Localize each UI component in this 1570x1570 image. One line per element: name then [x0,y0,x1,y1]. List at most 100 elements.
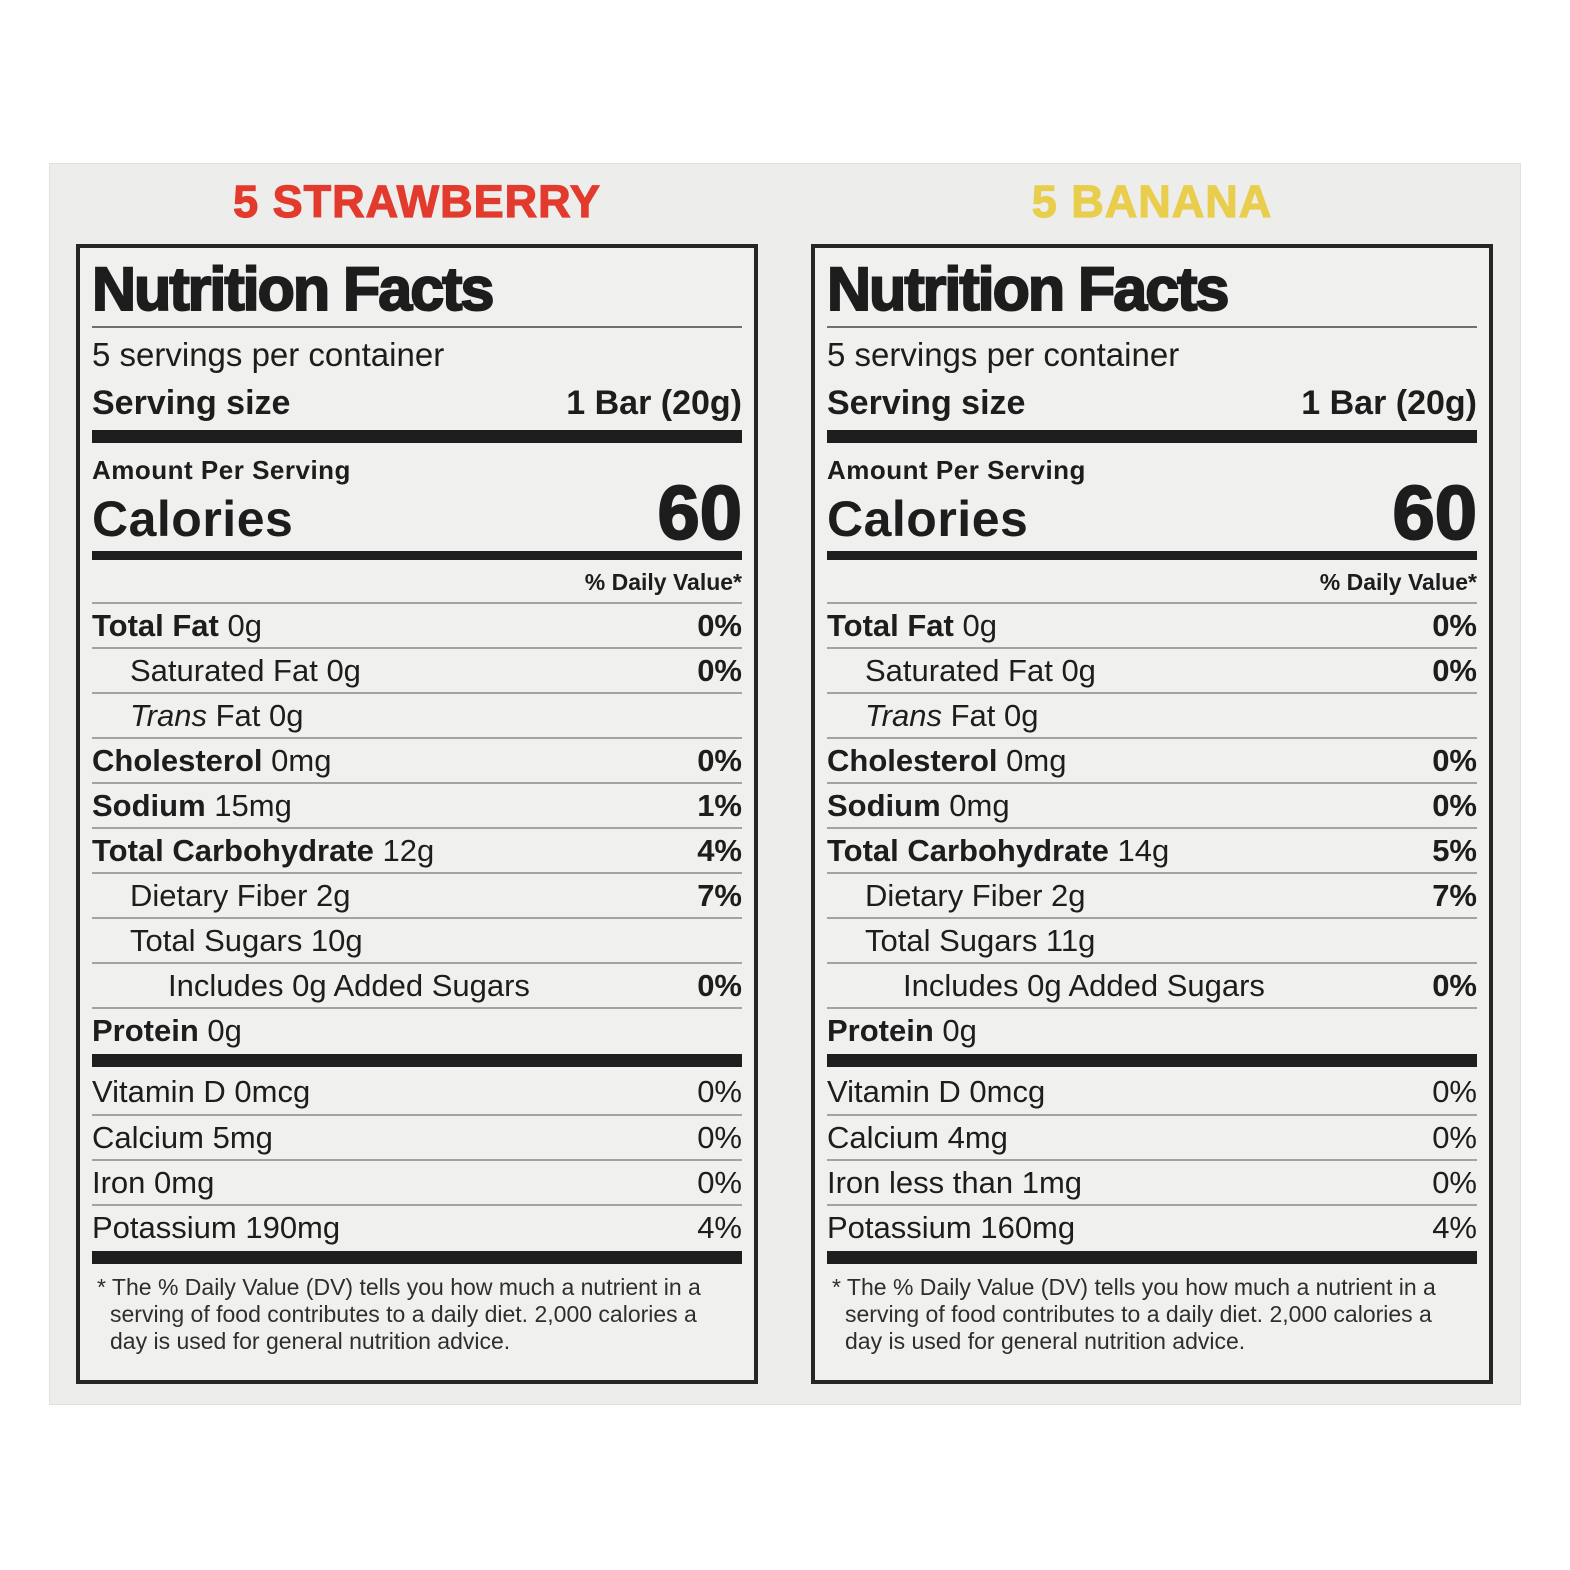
divider-bar [92,1054,742,1067]
nutrient-name: Cholesterol [92,742,263,778]
vitamin-name: Potassium 190mg [92,1209,341,1245]
nutrient-name: Total Sugars 11g [865,922,1096,958]
vitamin-dv: 0% [697,1164,742,1200]
nutrient-row-added-sugars: Includes 0g Added Sugars 0% [92,962,742,1007]
nutrient-name: Total Fat [827,607,954,643]
nutrition-panel-card: 5 STRAWBERRY 5 BANANA Nutrition Facts 5 … [49,163,1521,1405]
nutrient-row-cholesterol: Cholesterol 0mg 0% [92,737,742,782]
nutrient-dv: 0% [1432,652,1477,688]
nutrient-row-dietary-fiber: Dietary Fiber 2g 7% [827,872,1477,917]
nutrient-name: Protein [827,1012,934,1048]
vitamin-row-iron: Iron 0mg 0% [92,1159,742,1204]
nutrient-name: Includes 0g Added Sugars [903,967,1265,1003]
vitamin-dv: 0% [1432,1164,1477,1200]
nutrient-name: Dietary Fiber 2g [865,877,1086,913]
nutrition-facts-title: Nutrition Facts [826,248,1477,328]
calories-label: Calories [827,491,1029,547]
nutrient-row-protein: Protein 0g [827,1007,1477,1052]
nutrient-amount: 12g [373,832,435,868]
nutrition-label-strawberry: Nutrition Facts 5 servings per container… [76,244,758,1384]
vitamin-name: Iron 0mg [92,1164,215,1200]
nutrient-dv: 0% [697,742,742,778]
nutrient-dv: 0% [697,967,742,1003]
nutrient-amount: 0g [933,1012,977,1048]
nutrient-row-cholesterol: Cholesterol 0mg 0% [827,737,1477,782]
vitamin-row-potassium: Potassium 160mg 4% [827,1204,1477,1249]
nutrient-row-saturated-fat: Saturated Fat 0g 0% [827,647,1477,692]
vitamin-row-calcium: Calcium 4mg 0% [827,1114,1477,1159]
nutrient-amount: 15mg [205,787,292,823]
nutrient-row-saturated-fat: Saturated Fat 0g 0% [92,647,742,692]
vitamin-dv: 0% [697,1073,742,1109]
nutrient-row-total-sugars: Total Sugars 11g [827,917,1477,962]
divider-bar [92,1251,742,1264]
nutrient-name: Total Sugars 10g [130,922,363,958]
nutrient-row-sodium: Sodium 0mg 0% [827,782,1477,827]
vitamin-row-potassium: Potassium 190mg 4% [92,1204,742,1249]
nutrient-name-italic: Trans [130,697,207,733]
nutrition-facts-title: Nutrition Facts [91,248,742,328]
nutrient-row-total-fat: Total Fat 0g 0% [827,602,1477,647]
vitamin-row-vitamin-d: Vitamin D 0mcg 0% [827,1069,1477,1114]
vitamin-dv: 0% [1432,1073,1477,1109]
vitamin-dv: 0% [697,1119,742,1155]
daily-value-header: % Daily Value* [1319,568,1477,595]
nutrient-row-protein: Protein 0g [92,1007,742,1052]
nutrient-dv: 0% [697,607,742,643]
divider-bar [92,430,742,443]
nutrient-name: Includes 0g Added Sugars [168,967,530,1003]
nutrient-name: Sodium [92,787,206,823]
amount-per-serving-label: Amount Per Serving [92,455,351,485]
serving-size-value: 1 Bar (20g) [566,383,742,422]
nutrient-row-trans-fat: Trans Fat 0g [827,692,1477,737]
vitamin-dv: 0% [1432,1119,1477,1155]
nutrient-name: Protein [92,1012,199,1048]
nutrient-row-total-sugars: Total Sugars 10g [92,917,742,962]
serving-size-value: 1 Bar (20g) [1301,383,1477,422]
nutrient-dv: 0% [1432,607,1477,643]
nutrient-row-total-carbohydrate: Total Carbohydrate 12g 4% [92,827,742,872]
nutrient-row-dietary-fiber: Dietary Fiber 2g 7% [92,872,742,917]
flavor-title-strawberry: 5 STRAWBERRY [232,175,601,227]
nutrient-name: Saturated Fat 0g [130,652,361,688]
calories-value: 60 [1391,471,1478,556]
servings-per-container: 5 servings per container [827,336,1180,373]
nutrition-label-banana: Nutrition Facts 5 servings per container… [811,244,1493,1384]
daily-value-footnote: * The % Daily Value (DV) tells you how m… [832,1274,1436,1354]
daily-value-header: % Daily Value* [584,568,742,595]
divider-bar [827,551,1477,560]
nutrient-amount: 0g [218,607,262,643]
vitamin-dv: 4% [1432,1209,1477,1245]
vitamin-name: Calcium 4mg [827,1119,1008,1155]
flavor-title-banana: 5 BANANA [1031,175,1273,227]
daily-value-footnote: * The % Daily Value (DV) tells you how m… [97,1274,701,1354]
vitamin-name: Vitamin D 0mcg [92,1073,311,1109]
nutrient-row-total-fat: Total Fat 0g 0% [92,602,742,647]
nutrient-amount: 0mg [997,742,1067,778]
nutrient-amount: 0mg [940,787,1010,823]
vitamin-row-iron: Iron less than 1mg 0% [827,1159,1477,1204]
nutrient-amount: Fat 0g [206,697,304,733]
calories-value: 60 [656,471,743,556]
nutrient-name: Cholesterol [827,742,998,778]
nutrient-dv: 0% [1432,742,1477,778]
amount-per-serving-label: Amount Per Serving [827,455,1086,485]
vitamin-name: Vitamin D 0mcg [827,1073,1046,1109]
nutrient-row-sodium: Sodium 15mg 1% [92,782,742,827]
nutrient-amount: 0g [198,1012,242,1048]
nutrient-dv: 1% [697,787,742,823]
vitamin-row-calcium: Calcium 5mg 0% [92,1114,742,1159]
nutrient-dv: 7% [697,877,742,913]
divider-bar [827,430,1477,443]
nutrient-name: Total Carbohydrate [827,832,1109,868]
calories-row: Calories 60 [827,471,1478,556]
nutrient-row-total-carbohydrate: Total Carbohydrate 14g 5% [827,827,1477,872]
nutrient-dv: 4% [697,832,742,868]
serving-size-label: Serving size [92,383,291,422]
nutrient-row-added-sugars: Includes 0g Added Sugars 0% [827,962,1477,1007]
nutrient-amount: 0g [953,607,997,643]
nutrient-dv: 5% [1432,832,1477,868]
nutrient-dv: 0% [1432,787,1477,823]
nutrient-amount: Fat 0g [941,697,1039,733]
